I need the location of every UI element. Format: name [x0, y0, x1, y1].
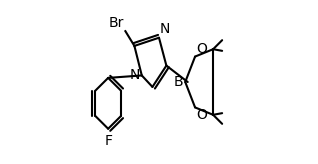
Text: Br: Br	[108, 16, 124, 30]
Text: N: N	[130, 68, 140, 82]
Text: O: O	[196, 108, 207, 122]
Text: N: N	[160, 22, 170, 36]
Text: O: O	[196, 42, 207, 56]
Text: F: F	[104, 134, 112, 148]
Text: B: B	[174, 75, 183, 89]
